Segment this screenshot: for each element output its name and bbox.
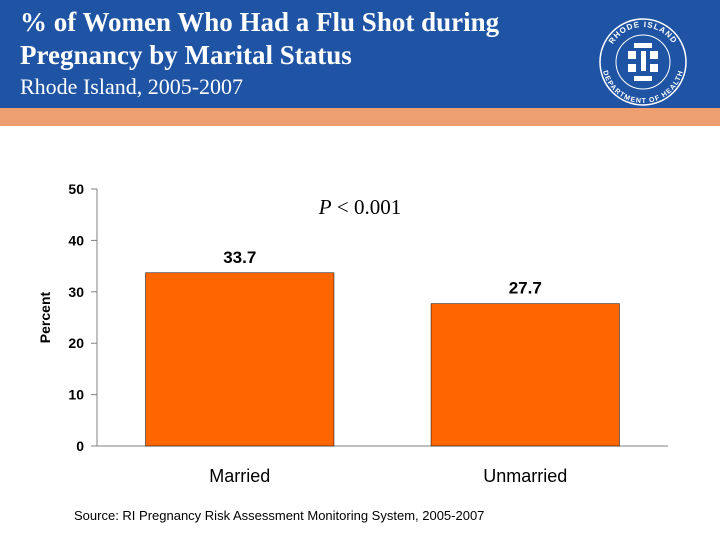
page-title: % of Women Who Had a Flu Shot during Pre… <box>20 7 500 70</box>
y-tick-label: 0 <box>76 438 84 454</box>
y-axis-label: Percent <box>37 291 53 343</box>
y-tick-label: 10 <box>68 387 84 403</box>
page-subtitle: Rhode Island, 2005-2007 <box>20 74 244 99</box>
bar-unmarried <box>430 303 620 447</box>
y-tick-label: 20 <box>68 335 84 351</box>
category-label-unmarried: Unmarried <box>483 466 567 486</box>
seal-text-bottom: DEPARTMENT OF HEALTH <box>601 70 684 105</box>
category-label-married: Married <box>209 466 270 486</box>
svg-text:RHODE ISLAND: RHODE ISLAND <box>607 20 679 46</box>
y-tick-label: 40 <box>68 232 84 248</box>
ri-health-seal-icon: RHODE ISLAND DEPARTMENT OF HEALTH <box>599 18 687 106</box>
value-label-married: 33.7 <box>223 248 256 267</box>
source-note: Source: RI Pregnancy Risk Assessment Mon… <box>74 508 485 523</box>
accent-bar <box>0 108 720 126</box>
y-tick-label: 50 <box>68 181 84 197</box>
value-label-unmarried: 27.7 <box>509 279 542 298</box>
bar-chart: Percent 0 10 20 30 40 50 33.7 27.7 Married Unma… <box>37 181 668 486</box>
svg-text:DEPARTMENT OF HEALTH: DEPARTMENT OF HEALTH <box>601 70 685 105</box>
header-banner: % of Women Who Had a Flu Shot during Pre… <box>0 0 720 108</box>
seal-text-top: RHODE ISLAND <box>607 20 678 46</box>
p-value-annotation: P < 0.001 <box>318 195 401 219</box>
bar-married <box>145 272 335 447</box>
y-tick-label: 30 <box>68 284 84 300</box>
